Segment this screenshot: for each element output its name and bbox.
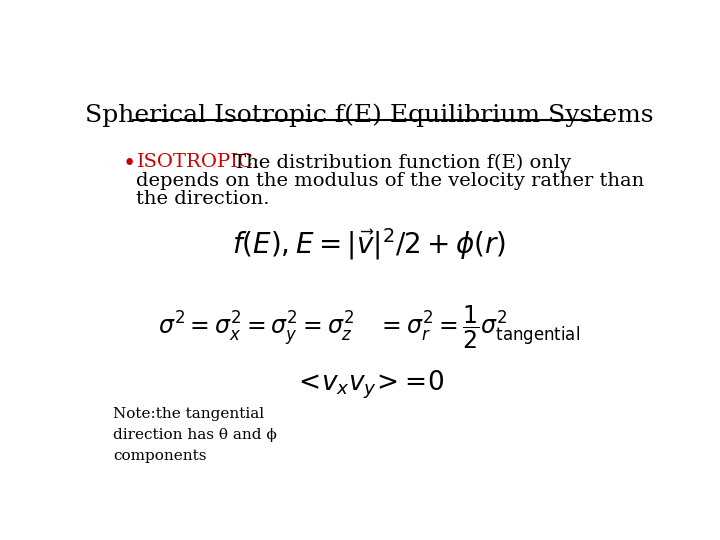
Text: Spherical Isotropic f(E) Equilibrium Systems: Spherical Isotropic f(E) Equilibrium Sys…: [85, 103, 653, 127]
Text: The distribution function f(E) only: The distribution function f(E) only: [233, 153, 572, 172]
Text: $<\!v_x v_y\!>\!=\!0$: $<\!v_x v_y\!>\!=\!0$: [293, 369, 445, 401]
Text: $f\left(E\right), E = |\vec{v}|^{2}/2 + \phi(r)$: $f\left(E\right), E = |\vec{v}|^{2}/2 + …: [232, 226, 506, 262]
Text: $\sigma^2 = \sigma_x^2 = \sigma_y^2 = \sigma_z^2 \quad = \sigma_r^2 = \dfrac{1}{: $\sigma^2 = \sigma_x^2 = \sigma_y^2 = \s…: [158, 303, 580, 351]
Text: ISOTROPIC:: ISOTROPIC:: [137, 153, 260, 171]
Text: the direction.: the direction.: [137, 190, 270, 208]
Text: Note:the tangential
direction has θ and ϕ
components: Note:the tangential direction has θ and …: [113, 408, 277, 463]
Text: •: •: [122, 153, 136, 176]
Text: depends on the modulus of the velocity rather than: depends on the modulus of the velocity r…: [137, 172, 644, 190]
